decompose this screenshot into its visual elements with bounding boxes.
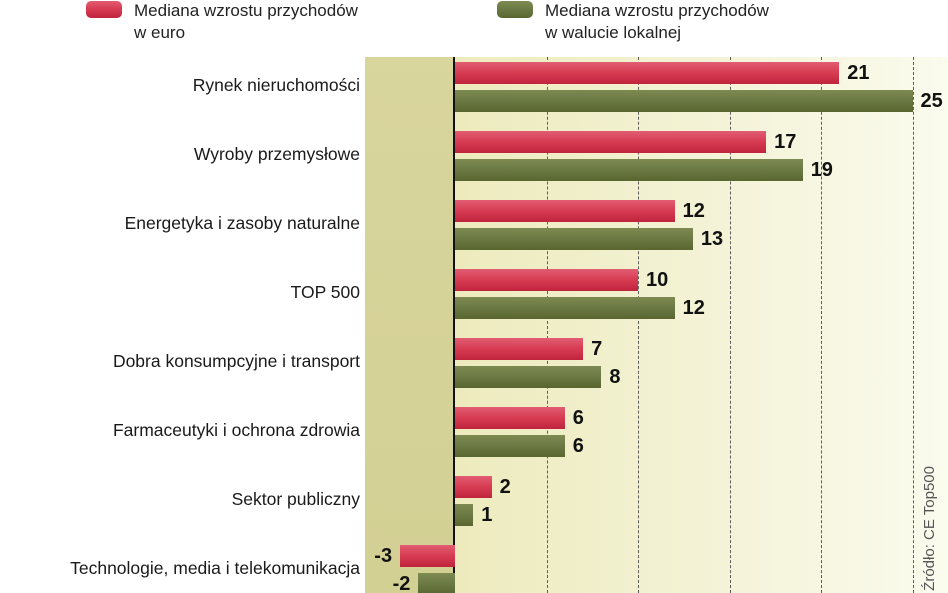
category-label: Technologie, media i telekomunikacja — [70, 558, 360, 578]
bar-euro — [455, 269, 638, 291]
bar-value-label: 12 — [682, 200, 705, 222]
bar-value-label: 13 — [700, 228, 724, 250]
bar-euro — [455, 200, 675, 222]
bar-value-label: 7 — [591, 338, 603, 360]
bar-value-label: -3 — [374, 545, 393, 567]
category-label: Energetyka i zasoby naturalne — [124, 213, 360, 233]
bar-local — [455, 228, 693, 250]
legend-item-euro: Mediana wzrostu przychodów w euro — [86, 0, 358, 44]
legend-label-local: Mediana wzrostu przychodów w walucie lok… — [545, 0, 769, 44]
gridline — [546, 57, 548, 593]
bar-local — [418, 573, 455, 593]
bar-local — [455, 159, 803, 181]
gridline — [912, 57, 914, 593]
bar-value-label: 12 — [682, 297, 705, 319]
bar-value-label: 6 — [572, 435, 584, 457]
chart-legend: Mediana wzrostu przychodów w euro Median… — [0, 0, 948, 52]
gridline — [638, 57, 639, 593]
zero-axis-line — [453, 57, 455, 593]
legend-label-euro: Mediana wzrostu przychodów w euro — [134, 0, 358, 44]
bar-value-label: 8 — [609, 366, 621, 388]
bar-local — [455, 297, 675, 319]
bar-euro — [455, 131, 767, 153]
legend-label-local-line1: Mediana wzrostu przychodów — [545, 1, 769, 20]
category-label: Rynek nieruchomości — [192, 75, 360, 95]
bar-value-label: 2 — [499, 476, 511, 498]
category-label: Sektor publiczny — [231, 489, 360, 509]
bar-euro — [455, 407, 565, 429]
bar-euro — [455, 338, 584, 360]
gridline — [729, 57, 731, 593]
bar-value-label: 1 — [481, 504, 493, 526]
legend-swatch-euro-icon — [86, 1, 122, 18]
bar-local — [455, 504, 474, 526]
bar-local — [455, 90, 913, 112]
bar-value-label: 19 — [810, 159, 833, 181]
gridline — [821, 57, 822, 593]
category-label: Dobra konsumpcyjne i transport — [112, 351, 360, 371]
legend-item-local: Mediana wzrostu przychodów w walucie lok… — [497, 0, 769, 44]
legend-label-local-line2: w walucie lokalnej — [545, 23, 682, 43]
source-label: Źródło: CE Top500 — [921, 466, 938, 591]
bar-value-label: 10 — [646, 269, 669, 291]
legend-swatch-local-icon — [497, 1, 533, 18]
bar-euro — [455, 62, 840, 84]
bar-value-label: 21 — [847, 62, 870, 84]
bar-local — [455, 435, 565, 457]
bar-value-label: 25 — [920, 90, 943, 112]
bar-value-label: 17 — [774, 131, 797, 153]
bar-local — [455, 366, 602, 388]
negative-region-background — [365, 57, 455, 593]
bar-euro — [400, 545, 455, 567]
legend-label-euro-line1: Mediana wzrostu przychodów — [134, 1, 358, 20]
legend-label-euro-line2: w euro — [134, 23, 186, 43]
category-label: Farmaceutyki i ochrona zdrowia — [112, 420, 360, 440]
bar-euro — [455, 476, 492, 498]
bar-value-label: -2 — [392, 573, 411, 593]
category-label: TOP 500 — [290, 282, 360, 302]
bar-value-label: 6 — [572, 407, 584, 429]
category-label: Wyroby przemysłowe — [193, 144, 360, 164]
